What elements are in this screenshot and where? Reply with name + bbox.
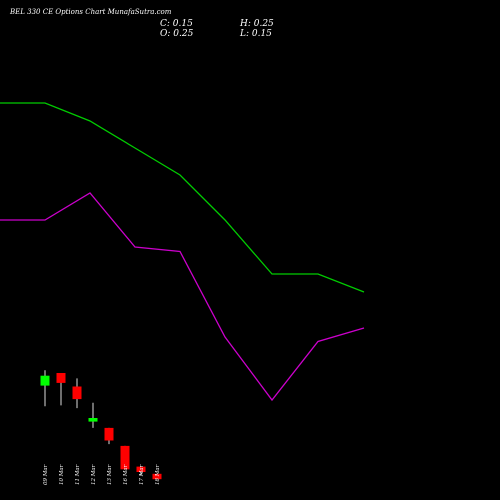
x-tick-label: 17 Mar	[139, 464, 145, 485]
candle	[136, 466, 146, 476]
candle	[40, 370, 50, 407]
low-value: L: 0.15	[240, 29, 272, 39]
lower-band-line	[0, 192, 365, 402]
candle-body-down	[72, 386, 82, 400]
candle-body-up	[40, 375, 50, 386]
candle	[72, 378, 82, 409]
indicator-bands	[0, 102, 365, 402]
candle-body-down	[152, 473, 162, 480]
candles-group	[40, 370, 162, 480]
close-value: C: 0.15	[160, 19, 193, 29]
candle	[120, 445, 130, 470]
x-tick-label: 09 Mar	[43, 464, 49, 485]
x-axis-labels: 09 Mar 10 Mar 11 Mar 12 Mar 13 Mar 16 Mar 17 M…	[43, 464, 161, 485]
chart-title: BEL 330 CE Options Chart MunafaSutra.com	[10, 8, 172, 16]
candle	[88, 402, 98, 428]
candle	[104, 427, 114, 445]
candle-body-up	[88, 418, 98, 422]
x-tick-label: 11 Mar	[75, 464, 81, 485]
high-value: H: 0.25	[240, 19, 274, 29]
open-value: O: 0.25	[160, 29, 194, 39]
candle-body-down	[56, 373, 66, 383]
candle-body-down	[136, 466, 146, 472]
x-tick-label: 12 Mar	[91, 464, 97, 485]
candle	[56, 373, 66, 406]
candle	[152, 473, 162, 480]
x-tick-label: 13 Mar	[107, 464, 113, 485]
x-tick-label: 18 Mar	[155, 464, 161, 485]
upper-band-line	[0, 102, 365, 293]
x-tick-label: 16 Mar	[123, 464, 129, 485]
candle-body-down	[120, 445, 130, 470]
x-tick-label: 10 Mar	[59, 464, 65, 485]
candle-body-down	[104, 427, 114, 441]
